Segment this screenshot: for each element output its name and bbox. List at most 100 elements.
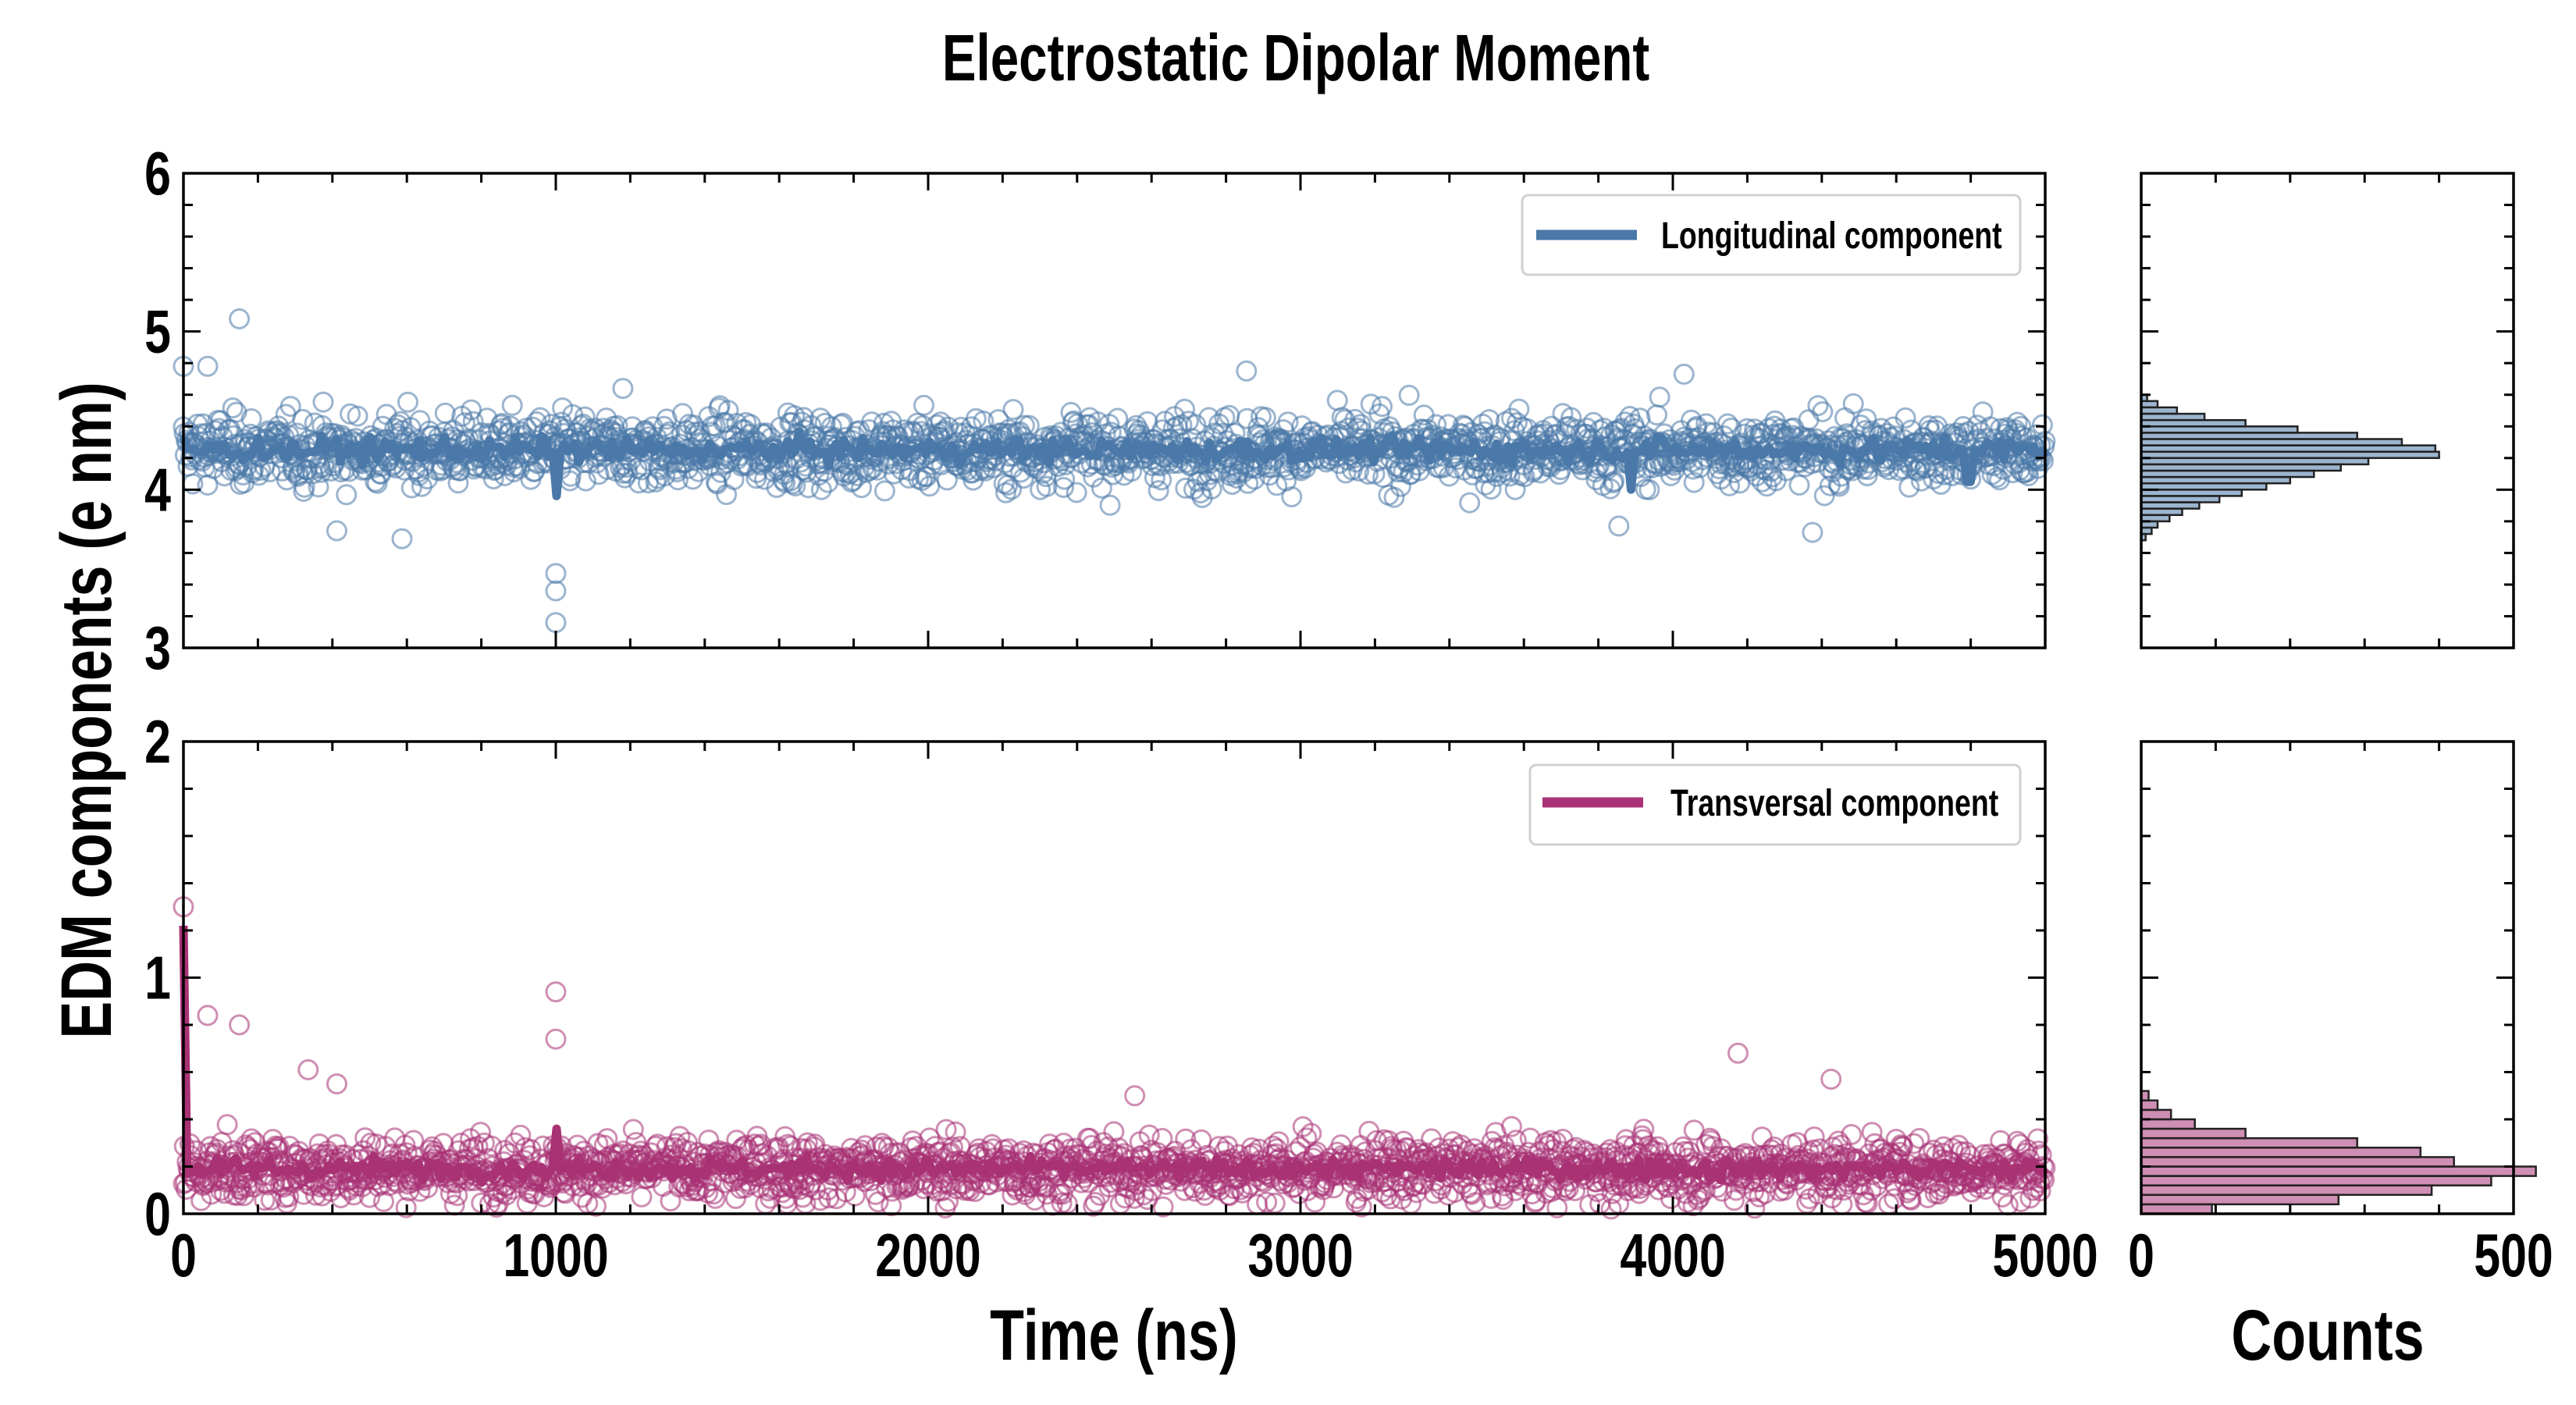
transversal-point xyxy=(1751,1126,1773,1148)
transversal-point xyxy=(354,1127,376,1149)
bottom-hist-x-tick-label: 500 xyxy=(2474,1222,2553,1289)
longitudinal-point xyxy=(1910,470,1932,492)
longitudinal-point xyxy=(1683,471,1705,493)
bottom-y-tick-label: 2 xyxy=(144,708,171,776)
transversal-point xyxy=(945,1121,966,1143)
longitudinal-point xyxy=(1761,466,1783,488)
longitudinal-point xyxy=(1055,454,1076,475)
longitudinal-point xyxy=(1350,414,1372,436)
transversal-point xyxy=(395,1197,417,1218)
transversal-point xyxy=(1754,1183,1776,1204)
transversal-point xyxy=(278,1186,300,1208)
legend-label-longitudinal: Longitudinal component xyxy=(1661,215,2002,258)
longitudinal-point xyxy=(501,394,523,416)
transversal-point xyxy=(1555,1180,1577,1201)
transversal-point xyxy=(1138,1124,1160,1146)
transversal-hist-bar xyxy=(2140,1147,2422,1158)
bottom-x-tick-label: 4000 xyxy=(1620,1222,1725,1289)
bottom-x-tick-label: 2000 xyxy=(875,1222,980,1289)
transversal-point xyxy=(631,1186,653,1208)
longitudinal-point xyxy=(1281,486,1303,507)
longitudinal-point xyxy=(1895,407,1916,429)
transversal-point xyxy=(767,1136,789,1158)
transversal-point xyxy=(585,1195,607,1217)
transversal-point xyxy=(1039,1133,1061,1155)
longitudinal-point xyxy=(1576,418,1598,439)
longitudinal-point xyxy=(1383,486,1405,508)
transversal-point xyxy=(254,1190,276,1211)
longitudinal-point xyxy=(780,470,802,492)
x-axis-label: Time (ns) xyxy=(990,1295,1238,1375)
transversal-point xyxy=(1049,1180,1071,1202)
histogram-x-axis-label: Counts xyxy=(2231,1295,2424,1375)
longitudinal-point xyxy=(1331,407,1353,429)
bottom-hist-x-tick-label: 0 xyxy=(2128,1222,2154,1289)
transversal-hist-bar xyxy=(2140,1127,2247,1140)
longitudinal-point xyxy=(1060,401,1082,423)
longitudinal-point xyxy=(1174,398,1196,420)
longitudinal-point xyxy=(229,308,251,329)
chart-title: Electrostatic Dipolar Moment xyxy=(942,21,1649,94)
longitudinal-point xyxy=(1582,411,1604,433)
transversal-point xyxy=(1464,1192,1486,1214)
longitudinal-point xyxy=(841,471,862,493)
bottom-y-tick-label: 0 xyxy=(144,1180,171,1248)
longitudinal-point xyxy=(1828,475,1850,497)
longitudinal-point xyxy=(276,469,297,491)
longitudinal-point xyxy=(1185,414,1207,436)
longitudinal-point xyxy=(1807,395,1829,417)
longitudinal-point xyxy=(347,405,368,427)
transversal-point xyxy=(545,1028,567,1050)
transversal-point xyxy=(1638,1135,1660,1157)
transversal-point xyxy=(1546,1197,1568,1218)
longitudinal-hist-bar xyxy=(2140,412,2206,422)
transversal-point xyxy=(481,1135,503,1157)
transversal-point xyxy=(1256,1191,1278,1213)
longitudinal-histogram xyxy=(2140,393,2440,542)
transversal-point xyxy=(1727,1042,1749,1064)
longitudinal-point xyxy=(391,528,413,550)
longitudinal-point xyxy=(659,421,681,443)
longitudinal-point xyxy=(545,612,567,634)
top-y-tick-label: 6 xyxy=(144,140,171,208)
longitudinal-point xyxy=(612,378,634,400)
longitudinal-point xyxy=(1459,492,1481,514)
transversal-point xyxy=(1900,1189,1922,1211)
transversal-point xyxy=(1909,1128,1930,1149)
transversal-point xyxy=(622,1119,644,1140)
longitudinal-point xyxy=(1126,414,1147,436)
longitudinal-point xyxy=(1066,482,1087,503)
longitudinal-point xyxy=(1266,475,1288,496)
longitudinal-point xyxy=(279,396,301,418)
longitudinal-point xyxy=(820,416,842,438)
transversal-hist-bar xyxy=(2140,1165,2537,1177)
longitudinal-point xyxy=(1608,515,1630,537)
transversal-point xyxy=(1841,1124,1863,1145)
transversal-point xyxy=(216,1114,238,1136)
transversal-point xyxy=(2027,1128,2048,1150)
longitudinal-point xyxy=(1326,389,1348,411)
transversal-point xyxy=(1809,1138,1831,1160)
legend-label-transversal: Transversal component xyxy=(1670,783,1998,825)
longitudinal-point xyxy=(781,473,803,495)
top-hist-frame xyxy=(2140,172,2515,649)
bottom-x-tick-label: 0 xyxy=(170,1222,197,1289)
axes: 3 4 5 6 0 1 2 0 1000 2000 3000 4000 5000 0 500 xyxy=(144,140,2553,1289)
transversal-point xyxy=(1300,1122,1322,1144)
longitudinal-point xyxy=(2006,411,2028,433)
transversal-hist-bar xyxy=(2140,1108,2172,1121)
transversal-point xyxy=(460,1128,481,1150)
transversal-running-mean-line xyxy=(179,925,2049,1187)
transversal-point xyxy=(240,1128,262,1150)
bottom-x-tick-label: 5000 xyxy=(1992,1222,2097,1289)
transversal-point xyxy=(1175,1128,1197,1150)
longitudinal-point xyxy=(1673,363,1695,385)
transversal-series xyxy=(173,896,2056,1220)
longitudinal-point xyxy=(552,397,574,419)
longitudinal-point xyxy=(197,355,219,377)
transversal-point xyxy=(1012,1140,1034,1161)
longitudinal-point xyxy=(312,391,334,413)
longitudinal-point xyxy=(1560,407,1582,429)
bottom-x-tick-label: 3000 xyxy=(1247,1222,1353,1289)
